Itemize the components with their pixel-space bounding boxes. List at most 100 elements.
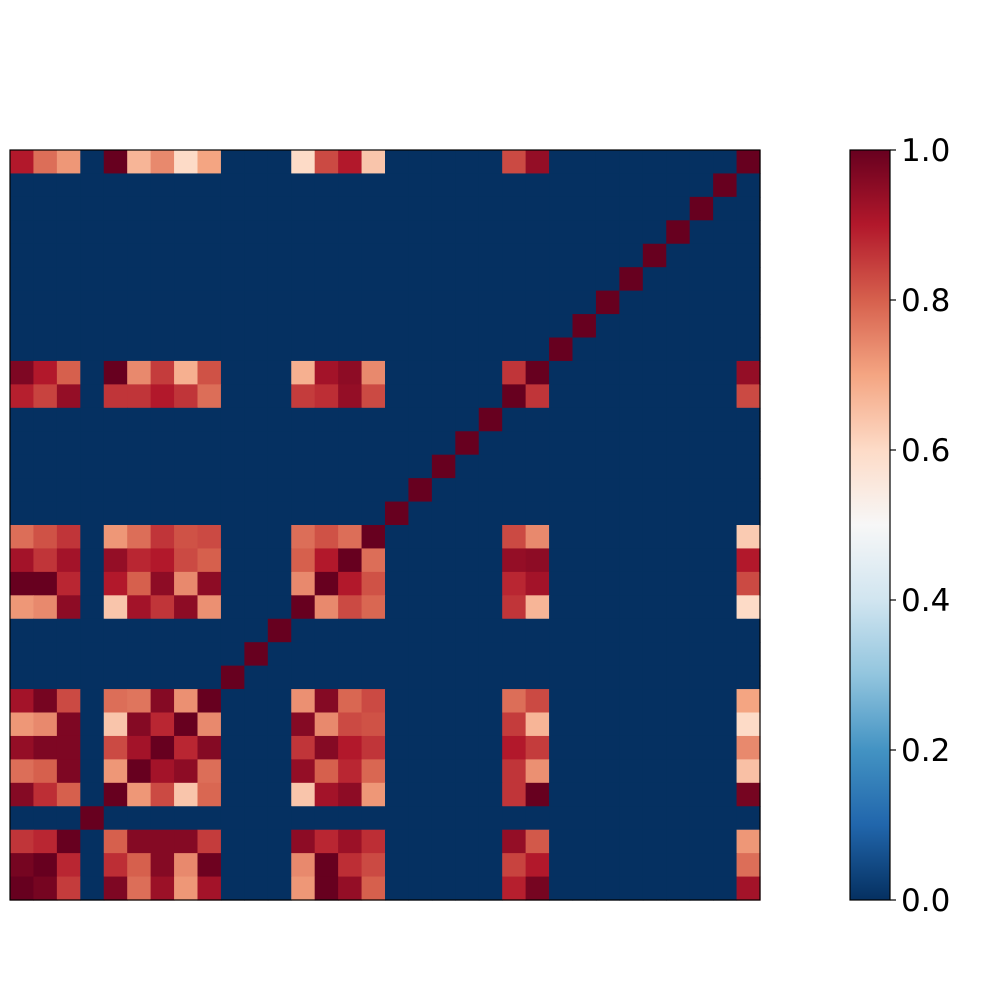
heatmap-cell [385, 782, 410, 807]
heatmap-cell [595, 478, 620, 503]
heatmap-cell [56, 525, 81, 550]
heatmap-cell [174, 267, 199, 292]
heatmap-cell [431, 314, 456, 339]
heatmap-cell [455, 173, 480, 198]
heatmap-cell [291, 360, 316, 385]
heatmap-cell [431, 337, 456, 362]
heatmap-cell [549, 220, 574, 245]
heatmap-cell [736, 642, 761, 667]
heatmap-cell [478, 431, 503, 456]
heatmap-cell [338, 384, 363, 409]
heatmap-cell [127, 712, 152, 737]
heatmap-cell [127, 360, 152, 385]
heatmap-cell [408, 876, 433, 901]
heatmap-cell [619, 290, 644, 315]
heatmap-cell [127, 735, 152, 760]
heatmap-cell [619, 173, 644, 198]
heatmap-cell [80, 806, 105, 831]
heatmap-cell [385, 314, 410, 339]
heatmap-cell [314, 853, 339, 878]
heatmap-cell [244, 337, 269, 362]
heatmap-cell [314, 571, 339, 596]
heatmap-cell [127, 689, 152, 714]
heatmap-cell [502, 243, 527, 268]
heatmap-cell [33, 220, 58, 245]
heatmap-cell [642, 618, 667, 643]
heatmap-cell [549, 431, 574, 456]
heatmap-cell [455, 571, 480, 596]
heatmap-cell [666, 806, 691, 831]
heatmap-cell [174, 876, 199, 901]
heatmap-cell [525, 876, 550, 901]
heatmap-cell [431, 150, 456, 175]
heatmap-cell [197, 525, 222, 550]
heatmap-cell [549, 360, 574, 385]
heatmap-cell [455, 314, 480, 339]
heatmap-cell [244, 384, 269, 409]
heatmap-cell [197, 595, 222, 620]
heatmap-cell [431, 384, 456, 409]
heatmap-cell [33, 712, 58, 737]
heatmap-cell [525, 782, 550, 807]
heatmap-cell [267, 337, 292, 362]
heatmap-cell [127, 431, 152, 456]
heatmap-cell [502, 454, 527, 479]
heatmap-cell [549, 735, 574, 760]
heatmap-cell [197, 454, 222, 479]
heatmap-cell [267, 853, 292, 878]
heatmap-cell [314, 782, 339, 807]
heatmap-cell [267, 173, 292, 198]
heatmap-cell [197, 853, 222, 878]
heatmap-cell [244, 454, 269, 479]
heatmap-cell [244, 196, 269, 221]
heatmap-cell [502, 360, 527, 385]
heatmap-cell [642, 665, 667, 690]
heatmap-cell [56, 689, 81, 714]
heatmap-cell [736, 525, 761, 550]
heatmap-cell [408, 712, 433, 737]
heatmap-cell [56, 876, 81, 901]
heatmap-cell [291, 384, 316, 409]
heatmap-cell [619, 384, 644, 409]
heatmap-cell [338, 431, 363, 456]
heatmap-cell [572, 384, 597, 409]
heatmap-cell [385, 290, 410, 315]
heatmap-cell [103, 360, 128, 385]
heatmap-cell [33, 689, 58, 714]
heatmap-cell [10, 267, 35, 292]
heatmap-cell [56, 595, 81, 620]
heatmap-cell [642, 759, 667, 784]
heatmap-cell [361, 642, 386, 667]
heatmap-cell [127, 243, 152, 268]
heatmap-cell [408, 384, 433, 409]
heatmap-cell [666, 196, 691, 221]
heatmap-cell [478, 595, 503, 620]
heatmap-cell [642, 384, 667, 409]
heatmap-cell [174, 314, 199, 339]
heatmap-cell [338, 853, 363, 878]
heatmap-cell [689, 642, 714, 667]
heatmap-cell [361, 337, 386, 362]
heatmap-cell [525, 618, 550, 643]
heatmap-cell [572, 150, 597, 175]
heatmap-cell [33, 595, 58, 620]
heatmap-cell [150, 384, 175, 409]
heatmap-cell [103, 173, 128, 198]
heatmap-cell [127, 595, 152, 620]
heatmap-cell [385, 243, 410, 268]
heatmap-cell [408, 665, 433, 690]
heatmap-cell [10, 290, 35, 315]
heatmap-cell [619, 735, 644, 760]
heatmap-cell [572, 759, 597, 784]
heatmap-cell [10, 712, 35, 737]
heatmap-cell [619, 431, 644, 456]
heatmap-cell [642, 829, 667, 854]
heatmap-cell [642, 782, 667, 807]
heatmap-cell [666, 384, 691, 409]
heatmap-cell [314, 525, 339, 550]
heatmap-cell [689, 501, 714, 526]
heatmap-cell [150, 876, 175, 901]
heatmap-cell [455, 243, 480, 268]
heatmap-cell [197, 314, 222, 339]
heatmap-cell [10, 384, 35, 409]
